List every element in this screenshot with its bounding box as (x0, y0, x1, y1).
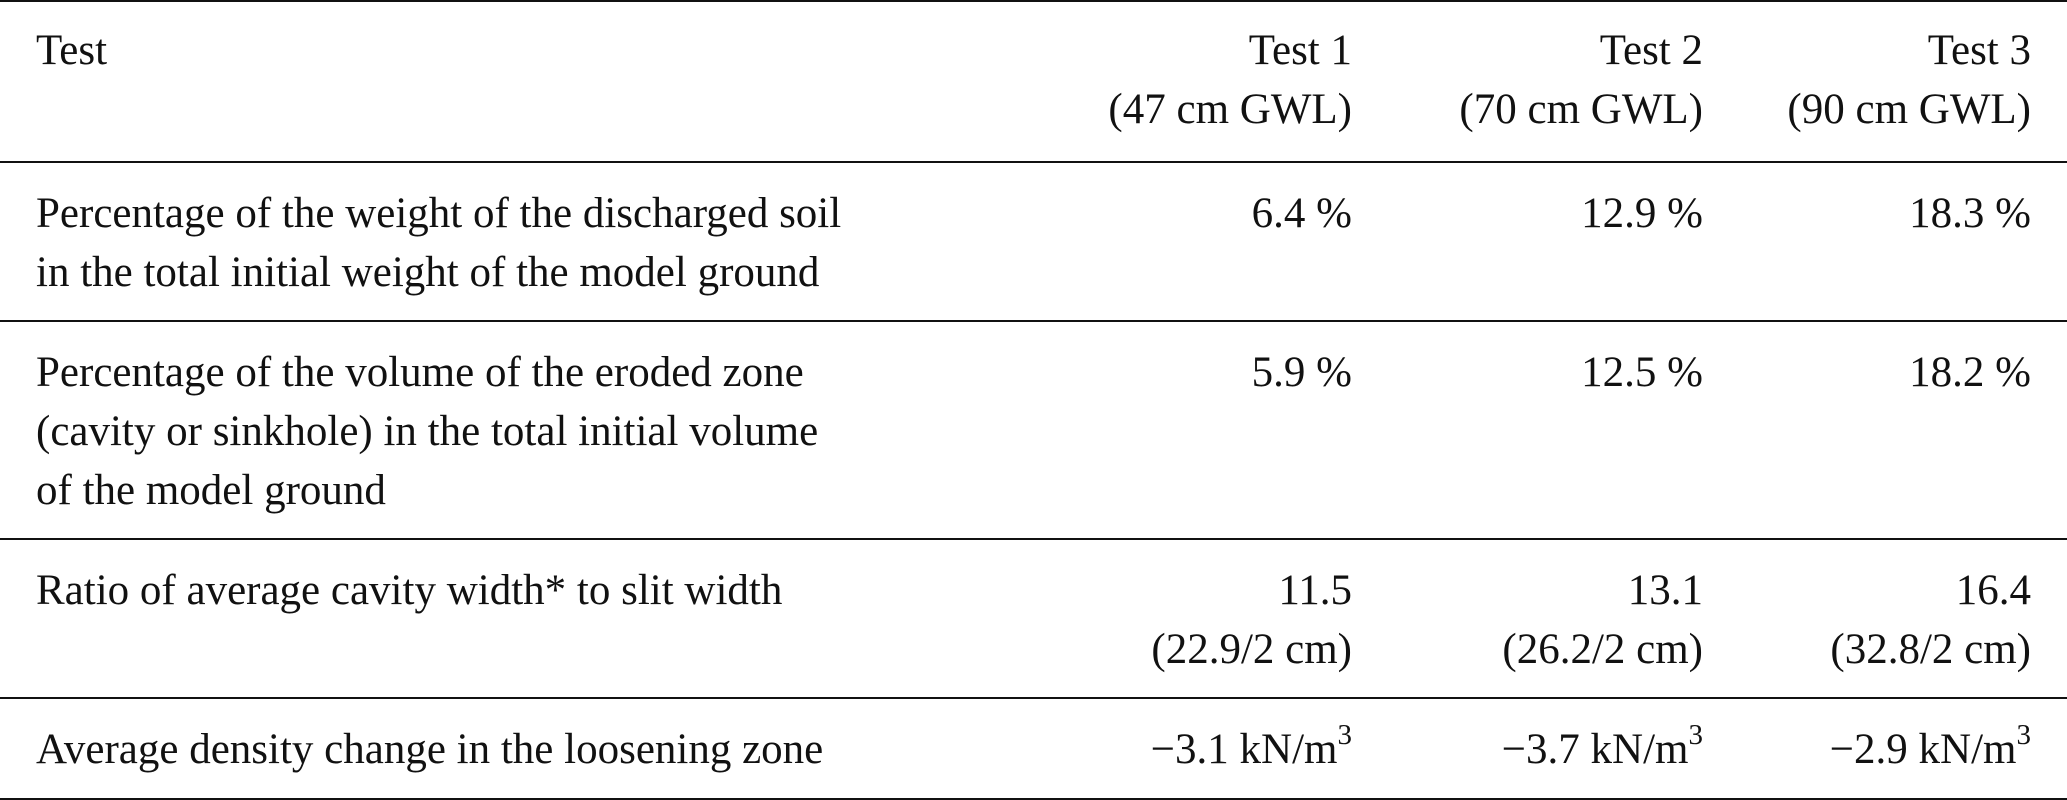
header-test-2-name: Test 2 (1599, 27, 1703, 74)
row-label-cell: Percentage of the weight of the discharg… (0, 161, 1037, 321)
value-cell: 11.5 (22.9/2 cm) (1037, 538, 1388, 698)
row-label-line: of the model ground (36, 467, 386, 514)
value-cell: 5.9 % (1037, 320, 1388, 539)
cell-value: 18.2 % (1909, 349, 2031, 396)
header-test-3: Test 3 (90 cm GWL) (1739, 0, 2067, 162)
cell-value: 16.4 (1955, 567, 2031, 614)
value-cell: −3.7 kN/m3 (1388, 697, 1739, 800)
value-cell: 16.4 (32.8/2 cm) (1739, 538, 2067, 698)
cell-value-wrap: −3.1 kN/m3 (1037, 720, 1352, 779)
row-label-cell: Ratio of average cavity width* to slit w… (0, 538, 1037, 698)
table-row: Ratio of average cavity width* to slit w… (0, 538, 2067, 698)
header-label-cell: Test (0, 0, 1037, 162)
cell-value: 13.1 (1627, 567, 1703, 614)
unit-exponent: 3 (1337, 718, 1353, 751)
value-cell: 18.3 % (1739, 161, 2067, 321)
unit-exponent: 3 (1688, 718, 1704, 751)
value-cell: −3.1 kN/m3 (1037, 697, 1388, 800)
cell-value-wrap: −3.7 kN/m3 (1388, 720, 1703, 779)
row-label-cell: Percentage of the volume of the eroded z… (0, 320, 1037, 539)
header-test-1-name: Test 1 (1248, 27, 1352, 74)
header-test-1: Test 1 (47 cm GWL) (1037, 0, 1388, 162)
row-label-line: Average density change in the loosening … (36, 726, 824, 773)
table-row: Percentage of the volume of the eroded z… (0, 320, 2067, 539)
cell-value: 5.9 % (1251, 349, 1352, 396)
cell-value: 11.5 (1278, 567, 1352, 614)
cell-value: −3.7 kN/m (1501, 726, 1689, 773)
table-row: Percentage of the weight of the discharg… (0, 161, 2067, 321)
value-cell: 13.1 (26.2/2 cm) (1388, 538, 1739, 698)
cell-subvalue: (26.2/2 cm) (1502, 626, 1703, 673)
row-label-line: Ratio of average cavity width* to slit w… (36, 567, 783, 614)
cell-subvalue: (22.9/2 cm) (1151, 626, 1352, 673)
unit-exponent: 3 (2016, 718, 2032, 751)
cell-subvalue: (32.8/2 cm) (1830, 626, 2031, 673)
cell-value: 12.5 % (1581, 349, 1703, 396)
header-label: Test (36, 27, 108, 74)
header-test-2-gwl: (70 cm GWL) (1459, 86, 1703, 133)
row-label-line: Percentage of the volume of the eroded z… (36, 349, 804, 396)
value-cell: 12.5 % (1388, 320, 1739, 539)
cell-value: 6.4 % (1251, 190, 1352, 237)
value-cell: −2.9 kN/m3 (1739, 697, 2067, 800)
header-test-3-name: Test 3 (1927, 27, 2031, 74)
row-label-line: (cavity or sinkhole) in the total initia… (36, 408, 819, 455)
row-label-line: Percentage of the weight of the discharg… (36, 190, 842, 237)
cell-value-wrap: −2.9 kN/m3 (1739, 720, 2031, 779)
cell-value: −2.9 kN/m (1829, 726, 2017, 773)
cell-value: −3.1 kN/m (1150, 726, 1338, 773)
value-cell: 18.2 % (1739, 320, 2067, 539)
row-label-line: in the total initial weight of the model… (36, 249, 820, 296)
header-test-2: Test 2 (70 cm GWL) (1388, 0, 1739, 162)
header-row: Test Test 1 (47 cm GWL) Test 2 (70 cm GW… (0, 0, 2067, 162)
value-cell: 12.9 % (1388, 161, 1739, 321)
cell-value: 12.9 % (1581, 190, 1703, 237)
table-row: Average density change in the loosening … (0, 697, 2067, 800)
cell-value: 18.3 % (1909, 190, 2031, 237)
header-test-3-gwl: (90 cm GWL) (1787, 86, 2031, 133)
value-cell: 6.4 % (1037, 161, 1388, 321)
row-label-cell: Average density change in the loosening … (0, 697, 1037, 800)
header-test-1-gwl: (47 cm GWL) (1108, 86, 1352, 133)
